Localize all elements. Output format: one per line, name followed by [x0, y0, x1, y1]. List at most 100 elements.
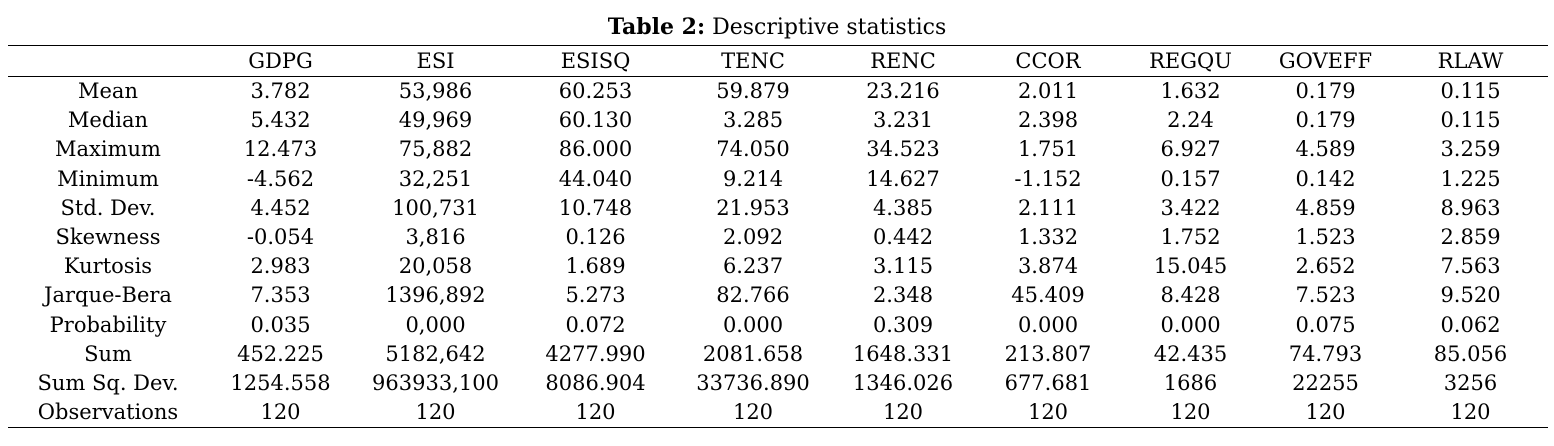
table-cell: 0.000 — [1017, 312, 1079, 337]
row-label: Sum — [84, 341, 132, 366]
header-row: GDPG ESI ESISQ TENC RENC CCOR REGQU GOVEFF RLAW — [8, 45, 1548, 77]
table-cell: 2.859 — [1440, 225, 1501, 250]
table-cell: 0.075 — [1295, 312, 1356, 337]
table-cell: 5182,642 — [385, 341, 486, 366]
table-cell: 120 — [1123, 398, 1258, 429]
table-cell: 86.000 — [558, 137, 633, 162]
table-cell: 2.652 — [1295, 254, 1356, 279]
table-cell: 75,882 — [398, 137, 473, 162]
table-cell: 32,251 — [398, 166, 473, 191]
table-caption-label: Table 2: — [607, 14, 706, 40]
row-label: Median — [67, 108, 149, 133]
table-row: Jarque-Bera 7.353 1396,892 5.273 82.766 2.348… — [8, 281, 1548, 310]
table-cell: 0.000 — [1160, 312, 1221, 337]
table-cell: 22255 — [1292, 371, 1359, 396]
table-body: Mean 3.782 53,986 60.253 59.879 23.216 2.011 1.… — [8, 77, 1548, 429]
table-cell: 60.253 — [558, 79, 633, 103]
table-cell: 49,969 — [398, 108, 473, 133]
header-cell-empty — [8, 45, 208, 77]
table-cell: 2.111 — [1017, 195, 1079, 220]
table-cell: 4.589 — [1295, 137, 1356, 162]
table-cell: 0.142 — [1295, 166, 1356, 191]
table-cell: 0.035 — [250, 312, 311, 337]
table-cell: -1.152 — [1014, 166, 1082, 191]
table-caption-text: Descriptive statistics — [712, 15, 947, 40]
row-label: Minimum — [57, 166, 159, 191]
table-row: Sum Sq. Dev. 1254.558 963933,100 8086.904 33… — [8, 369, 1548, 398]
table-caption: Table 2: Descriptive statistics — [0, 12, 1554, 43]
table-cell: 100,731 — [392, 195, 479, 220]
table-cell: 42.435 — [1153, 341, 1228, 366]
table-row: Skewness -0.054 3,816 0.126 2.092 0.442 1.332 1… — [8, 223, 1548, 252]
table-cell: 45.409 — [1011, 283, 1085, 308]
table-cell: 74.793 — [1288, 341, 1363, 366]
table-cell: 1.752 — [1160, 225, 1221, 250]
table-cell: 8.963 — [1440, 195, 1501, 220]
table-cell: 6.237 — [722, 254, 784, 279]
table-cell: 3256 — [1443, 371, 1498, 396]
table-cell: 59.879 — [716, 79, 790, 103]
table-cell: 3.115 — [872, 254, 934, 279]
table-cell: 0.179 — [1295, 108, 1356, 133]
table-cell: 5.273 — [565, 283, 626, 308]
table-cell: 33736.890 — [696, 371, 810, 396]
table-cell: 1.632 — [1160, 79, 1221, 103]
table-cell: 120 — [833, 398, 973, 429]
table-cell: 452.225 — [237, 341, 324, 366]
column-header-rlaw: RLAW — [1393, 45, 1548, 77]
table-cell: 1.751 — [1017, 137, 1079, 162]
table-cell: 1648.331 — [852, 341, 954, 366]
table-cell: 963933,100 — [372, 371, 499, 396]
table-cell: 120 — [353, 398, 518, 429]
row-label: Std. Dev. — [60, 195, 156, 220]
table-cell: 0.179 — [1295, 79, 1356, 103]
table-cell: 2.348 — [872, 283, 934, 308]
table-cell: 120 — [518, 398, 673, 429]
table-cell: 2081.658 — [702, 341, 804, 366]
table-cell: 3.422 — [1160, 195, 1221, 220]
row-label: Skewness — [55, 225, 161, 250]
table-cell: 21.953 — [716, 195, 790, 220]
table-cell: 8.428 — [1160, 283, 1221, 308]
table-row: Mean 3.782 53,986 60.253 59.879 23.216 2.011 1.… — [8, 77, 1548, 107]
table-cell: 44.040 — [558, 166, 633, 191]
table-cell: 85.056 — [1433, 341, 1508, 366]
table-cell: 9.214 — [722, 166, 784, 191]
table-cell: 4.859 — [1295, 195, 1356, 220]
table-cell: 0.115 — [1440, 79, 1501, 103]
table-cell: 120 — [673, 398, 833, 429]
table-cell: 1.225 — [1440, 166, 1501, 191]
row-label: Probability — [49, 312, 167, 337]
row-label: Jarque-Bera — [44, 283, 172, 308]
table-cell: 1346.026 — [852, 371, 954, 396]
table-cell: 3.285 — [722, 108, 784, 133]
table-cell: 0.062 — [1440, 312, 1501, 337]
column-header-goveff: GOVEFF — [1258, 45, 1393, 77]
table-cell: 4.385 — [872, 195, 934, 220]
row-label: Kurtosis — [63, 254, 153, 279]
table-cell: 74.050 — [716, 137, 790, 162]
table-cell: 7.353 — [250, 283, 311, 308]
row-label: Maximum — [55, 137, 161, 162]
row-label: Observations — [8, 398, 208, 429]
table-cell: 0.072 — [565, 312, 626, 337]
table-cell: 1.689 — [565, 254, 626, 279]
table-cell: 4277.990 — [545, 341, 646, 366]
table-cell: 0.000 — [722, 312, 784, 337]
table-cell: 3,816 — [405, 225, 466, 250]
table-cell: 2.24 — [1167, 108, 1214, 133]
table-cell: 1396,892 — [385, 283, 486, 308]
table-cell: 20,058 — [398, 254, 473, 279]
table-cell: 2.011 — [1017, 79, 1079, 103]
table-cell: 82.766 — [716, 283, 790, 308]
table-cell: 3.782 — [250, 79, 311, 103]
table-header: GDPG ESI ESISQ TENC RENC CCOR REGQU GOVEFF RLAW — [8, 45, 1548, 77]
table-cell: 1686 — [1163, 371, 1218, 396]
table-cell: 120 — [1258, 398, 1393, 429]
table-row: Maximum 12.473 75,882 86.000 74.050 34.523 1.7… — [8, 135, 1548, 164]
table-cell: 14.627 — [866, 166, 940, 191]
table-cell: 7.523 — [1295, 283, 1356, 308]
table-cell: 4.452 — [250, 195, 311, 220]
table-cell: 213.807 — [1004, 341, 1092, 366]
table-cell: 23.216 — [866, 79, 940, 103]
